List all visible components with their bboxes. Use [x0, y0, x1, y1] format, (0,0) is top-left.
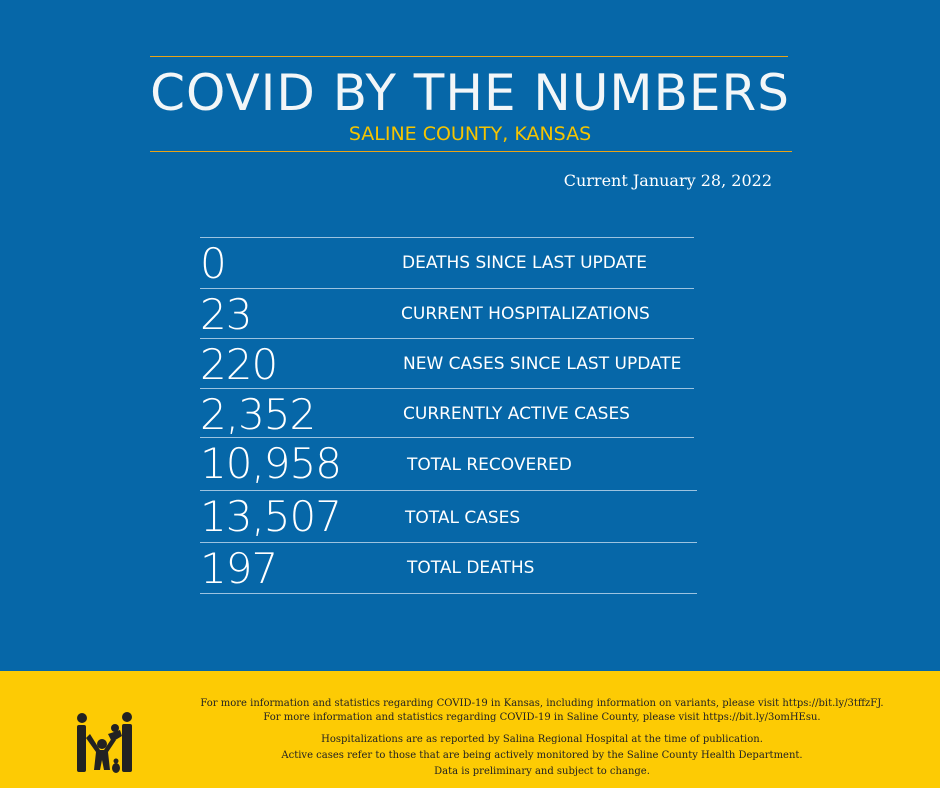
- stat-value: 13,507: [200, 492, 342, 541]
- stat-row: 23 CURRENT HOSPITALIZATIONS: [200, 288, 694, 339]
- stat-value: 2,352: [200, 390, 316, 439]
- footer-active-cases-note: Active cases refer to those that are bei…: [281, 750, 803, 761]
- stat-label: TOTAL CASES: [405, 508, 521, 528]
- stat-value: 220: [200, 340, 278, 389]
- stat-value: 0: [200, 239, 227, 288]
- footer-hospitalizations-note: Hospitalizations are as reported by Sali…: [321, 734, 763, 745]
- family-icon: [77, 712, 132, 773]
- footer-saline-info: For more information and statistics rega…: [263, 712, 821, 723]
- footer-preliminary-note: Data is preliminary and subject to chang…: [434, 766, 650, 777]
- footer-kansas-info: For more information and statistics rega…: [200, 698, 884, 709]
- stat-value: 10,958: [200, 439, 342, 488]
- stat-row: 0 DEATHS SINCE LAST UPDATE: [200, 237, 694, 288]
- top-rule: [150, 56, 788, 57]
- stat-value: 197: [200, 544, 278, 593]
- stat-row: 220 NEW CASES SINCE LAST UPDATE: [200, 338, 694, 389]
- stat-label: TOTAL RECOVERED: [407, 455, 572, 475]
- stat-label: CURRENT HOSPITALIZATIONS: [401, 304, 650, 324]
- stat-label: NEW CASES SINCE LAST UPDATE: [403, 354, 682, 374]
- stat-row: 10,958 TOTAL RECOVERED: [200, 437, 694, 491]
- bottom-rule: [150, 151, 792, 152]
- page-title: COVID BY THE NUMBERS: [150, 64, 790, 122]
- page-subtitle: SALINE COUNTY, KANSAS: [348, 123, 592, 145]
- stat-label: DEATHS SINCE LAST UPDATE: [402, 253, 648, 273]
- current-date: Current January 28, 2022: [563, 171, 772, 190]
- stat-row: 2,352 CURRENTLY ACTIVE CASES: [200, 388, 694, 439]
- stat-label: TOTAL DEATHS: [407, 558, 535, 578]
- stat-row: 197 TOTAL DEATHS: [200, 542, 697, 594]
- stat-row: 13,507 TOTAL CASES: [200, 490, 697, 543]
- stat-value: 23: [200, 290, 252, 339]
- footer: For more information and statistics rega…: [0, 671, 940, 788]
- stat-label: CURRENTLY ACTIVE CASES: [403, 404, 630, 424]
